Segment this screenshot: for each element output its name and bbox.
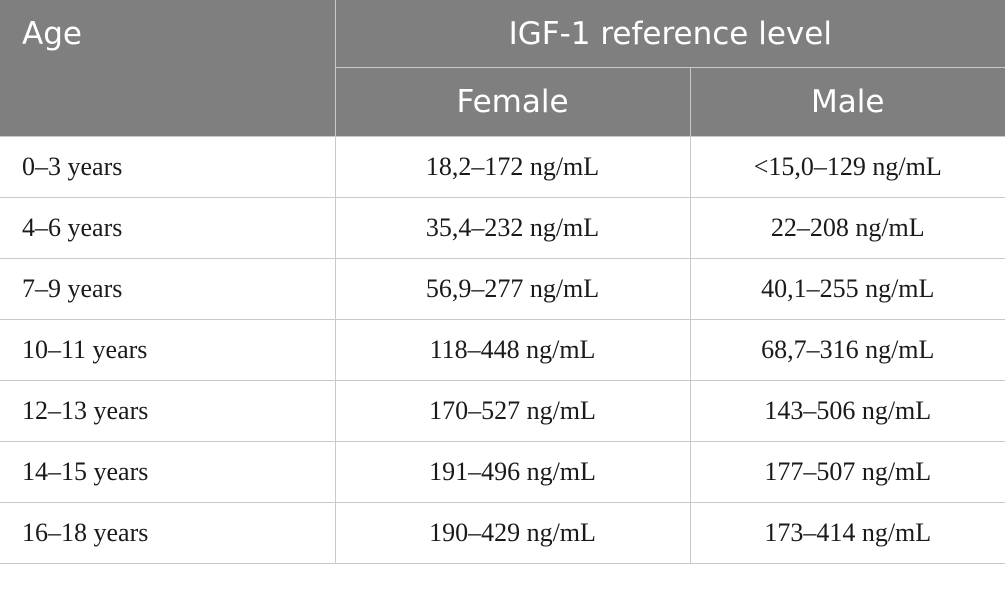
male-value-cell: 40,1–255 ng/mL bbox=[689, 258, 1005, 320]
igf1-reference-table: Age IGF-1 reference level Female Male 0–… bbox=[0, 0, 1005, 564]
table-row: 0–3 years 18,2–172 ng/mL <15,0–129 ng/mL bbox=[0, 136, 1005, 198]
table-row: 4–6 years 35,4–232 ng/mL 22–208 ng/mL bbox=[0, 197, 1005, 259]
male-value-cell: 177–507 ng/mL bbox=[689, 441, 1005, 503]
female-value-cell: 190–429 ng/mL bbox=[334, 502, 691, 564]
table-row: 14–15 years 191–496 ng/mL 177–507 ng/mL bbox=[0, 441, 1005, 503]
male-value-cell: 143–506 ng/mL bbox=[689, 380, 1005, 442]
female-value-cell: 118–448 ng/mL bbox=[334, 319, 691, 381]
age-column-header: Age bbox=[0, 0, 336, 137]
header-row-top: Age IGF-1 reference level bbox=[0, 0, 1005, 137]
age-cell: 10–11 years bbox=[0, 319, 336, 381]
age-cell: 16–18 years bbox=[0, 502, 336, 564]
igf1-group-header: IGF-1 reference level bbox=[334, 0, 1005, 68]
age-cell: 14–15 years bbox=[0, 441, 336, 503]
female-value-cell: 18,2–172 ng/mL bbox=[334, 136, 691, 198]
age-cell: 4–6 years bbox=[0, 197, 336, 259]
table-row: 16–18 years 190–429 ng/mL 173–414 ng/mL bbox=[0, 502, 1005, 564]
female-value-cell: 35,4–232 ng/mL bbox=[334, 197, 691, 259]
female-value-cell: 56,9–277 ng/mL bbox=[334, 258, 691, 320]
table-body: 0–3 years 18,2–172 ng/mL <15,0–129 ng/mL… bbox=[0, 136, 1005, 564]
table-row: 10–11 years 118–448 ng/mL 68,7–316 ng/mL bbox=[0, 319, 1005, 381]
age-cell: 7–9 years bbox=[0, 258, 336, 320]
female-value-cell: 170–527 ng/mL bbox=[334, 380, 691, 442]
header-row-sub: Female Male bbox=[0, 67, 1005, 137]
female-value-cell: 191–496 ng/mL bbox=[334, 441, 691, 503]
age-cell: 0–3 years bbox=[0, 136, 336, 198]
male-value-cell: 173–414 ng/mL bbox=[689, 502, 1005, 564]
female-column-header: Female bbox=[335, 67, 691, 137]
male-value-cell: <15,0–129 ng/mL bbox=[689, 136, 1005, 198]
table-row: 12–13 years 170–527 ng/mL 143–506 ng/mL bbox=[0, 380, 1005, 442]
male-value-cell: 22–208 ng/mL bbox=[689, 197, 1005, 259]
table-header: Age IGF-1 reference level Female Male bbox=[0, 0, 1005, 137]
table-row: 7–9 years 56,9–277 ng/mL 40,1–255 ng/mL bbox=[0, 258, 1005, 320]
male-column-header: Male bbox=[689, 67, 1005, 137]
male-value-cell: 68,7–316 ng/mL bbox=[689, 319, 1005, 381]
age-cell: 12–13 years bbox=[0, 380, 336, 442]
